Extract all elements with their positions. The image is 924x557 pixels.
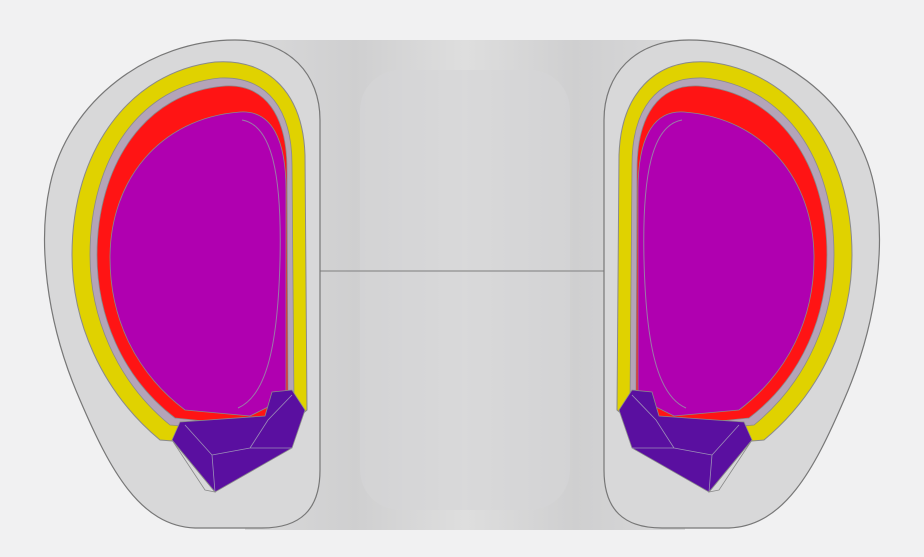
left-divertor-support — [171, 439, 217, 493]
left-plasma — [109, 111, 287, 417]
right-divertor-lines — [631, 394, 740, 493]
right-plasma-boundary — [643, 119, 687, 409]
right-divertor-support — [707, 439, 753, 493]
left-section — [44, 39, 321, 529]
left-plasma-boundary — [237, 119, 281, 409]
right-plasma — [637, 111, 815, 417]
left-divertor-lines — [184, 394, 293, 493]
right-section — [603, 39, 880, 529]
